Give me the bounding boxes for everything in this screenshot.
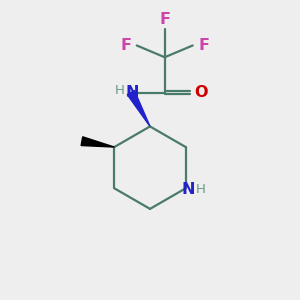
Text: F: F (198, 38, 209, 53)
Text: F: F (120, 38, 131, 53)
Text: H: H (196, 183, 206, 196)
Polygon shape (81, 137, 114, 147)
Text: N: N (126, 85, 139, 100)
Text: N: N (181, 182, 195, 197)
Text: H: H (115, 84, 124, 97)
Text: F: F (159, 12, 170, 27)
Polygon shape (127, 91, 150, 126)
Text: O: O (194, 85, 208, 100)
